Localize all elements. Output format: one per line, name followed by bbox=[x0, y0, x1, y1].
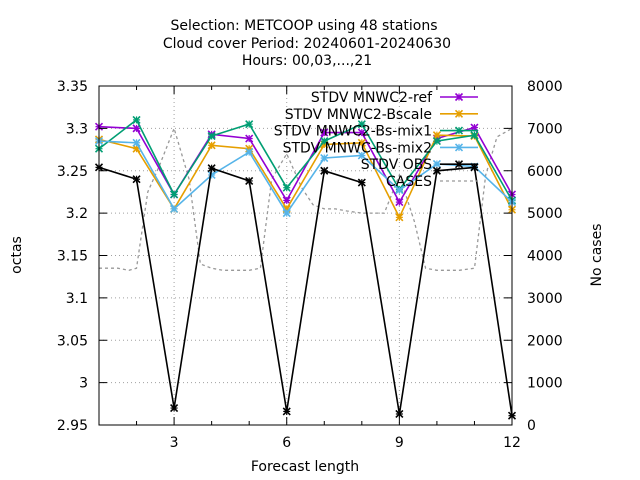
legend-marker bbox=[454, 160, 464, 169]
data-point bbox=[357, 151, 366, 160]
series-line bbox=[98, 118, 513, 201]
y2-tick-label: 8000 bbox=[527, 79, 563, 95]
data-point bbox=[245, 148, 254, 157]
y2-tick-label: 5000 bbox=[527, 206, 563, 222]
data-point bbox=[207, 131, 216, 141]
data-point bbox=[282, 196, 291, 205]
data-point bbox=[395, 186, 404, 195]
data-point bbox=[132, 175, 141, 184]
title-line-3: Hours: 00,03,...,21 bbox=[242, 53, 372, 69]
data-point bbox=[245, 120, 254, 129]
data-point bbox=[282, 183, 291, 192]
y-tick-label: 3.2 bbox=[66, 206, 88, 222]
data-point bbox=[432, 159, 441, 169]
y-axis-label: octas bbox=[9, 236, 25, 274]
data-point bbox=[395, 213, 404, 222]
y2-tick-label: 0 bbox=[527, 418, 536, 434]
data-point bbox=[395, 409, 404, 419]
legend-label: STDV MNWC2-ref bbox=[311, 90, 433, 106]
y2-tick-label: 3000 bbox=[527, 291, 563, 307]
legend-marker bbox=[454, 126, 464, 135]
y2-tick-label: 1000 bbox=[527, 376, 563, 392]
data-point bbox=[245, 134, 254, 143]
data-point bbox=[432, 137, 441, 146]
y2-tick-label: 7000 bbox=[527, 121, 563, 137]
legend-label: STDV MNWC2-Bs-mix1 bbox=[274, 124, 432, 140]
data-point bbox=[170, 204, 179, 213]
data-point bbox=[207, 141, 216, 150]
data-point bbox=[357, 120, 366, 129]
y2-axis-label: No cases bbox=[589, 224, 605, 287]
data-point bbox=[357, 178, 366, 187]
legend-marker bbox=[454, 109, 464, 118]
legend-label: STDV MNWC-Bs-mix2 bbox=[283, 140, 432, 156]
y-tick-label: 3.3 bbox=[66, 121, 88, 137]
data-point bbox=[357, 128, 366, 137]
data-point bbox=[132, 115, 141, 124]
data-point bbox=[282, 209, 291, 218]
x-tick-label: 9 bbox=[395, 435, 404, 451]
data-point bbox=[320, 128, 329, 137]
data-point bbox=[320, 153, 329, 163]
series-line bbox=[98, 166, 513, 416]
x-tick-label: 6 bbox=[282, 435, 291, 451]
data-point bbox=[432, 166, 441, 175]
data-point bbox=[170, 190, 179, 199]
title-line-1: Selection: METCOOP using 48 stations bbox=[170, 18, 437, 34]
legend-label: STDV OBS bbox=[361, 157, 432, 173]
x-tick-label: 3 bbox=[170, 435, 179, 451]
y-tick-label: 2.95 bbox=[57, 418, 88, 434]
y2-tick-label: 2000 bbox=[527, 333, 563, 349]
title-line-2: Cloud cover Period: 20240601-20240630 bbox=[163, 36, 451, 52]
y-tick-label: 3 bbox=[79, 376, 88, 392]
legend-label: CASES bbox=[386, 174, 432, 190]
data-point bbox=[320, 137, 329, 146]
data-point bbox=[432, 131, 441, 140]
chart-title: Selection: METCOOP using 48 stations Clo… bbox=[163, 18, 451, 69]
data-point bbox=[207, 164, 216, 173]
y-tick-label: 3.05 bbox=[57, 333, 88, 349]
data-point bbox=[470, 163, 479, 172]
data-point bbox=[320, 166, 329, 175]
data-point bbox=[470, 131, 479, 140]
series-layer bbox=[94, 115, 517, 420]
data-point bbox=[132, 138, 141, 147]
x-axis-label: Forecast length bbox=[251, 459, 359, 475]
y2-tick-label: 6000 bbox=[527, 164, 563, 180]
axis-ticks: 2.95 3 3.05 3.1 3.15 3.2 3.25 3.3 3.35 0 1000 2000 3… bbox=[57, 79, 563, 451]
legend-marker bbox=[454, 143, 464, 152]
y-tick-label: 3.15 bbox=[57, 249, 88, 265]
y-tick-label: 3.35 bbox=[57, 79, 88, 95]
data-point bbox=[170, 403, 179, 413]
data-point bbox=[282, 407, 291, 416]
data-point bbox=[245, 176, 254, 185]
grid bbox=[99, 86, 512, 425]
y-tick-label: 3.25 bbox=[57, 164, 88, 180]
data-point bbox=[395, 198, 404, 207]
legend-marker bbox=[454, 92, 464, 102]
legend-label: STDV MNWC2-Bscale bbox=[285, 107, 432, 123]
data-point bbox=[357, 138, 366, 147]
x-tick-label: 12 bbox=[503, 435, 521, 451]
y-tick-label: 3.1 bbox=[66, 291, 88, 307]
y2-tick-label: 4000 bbox=[527, 249, 563, 265]
